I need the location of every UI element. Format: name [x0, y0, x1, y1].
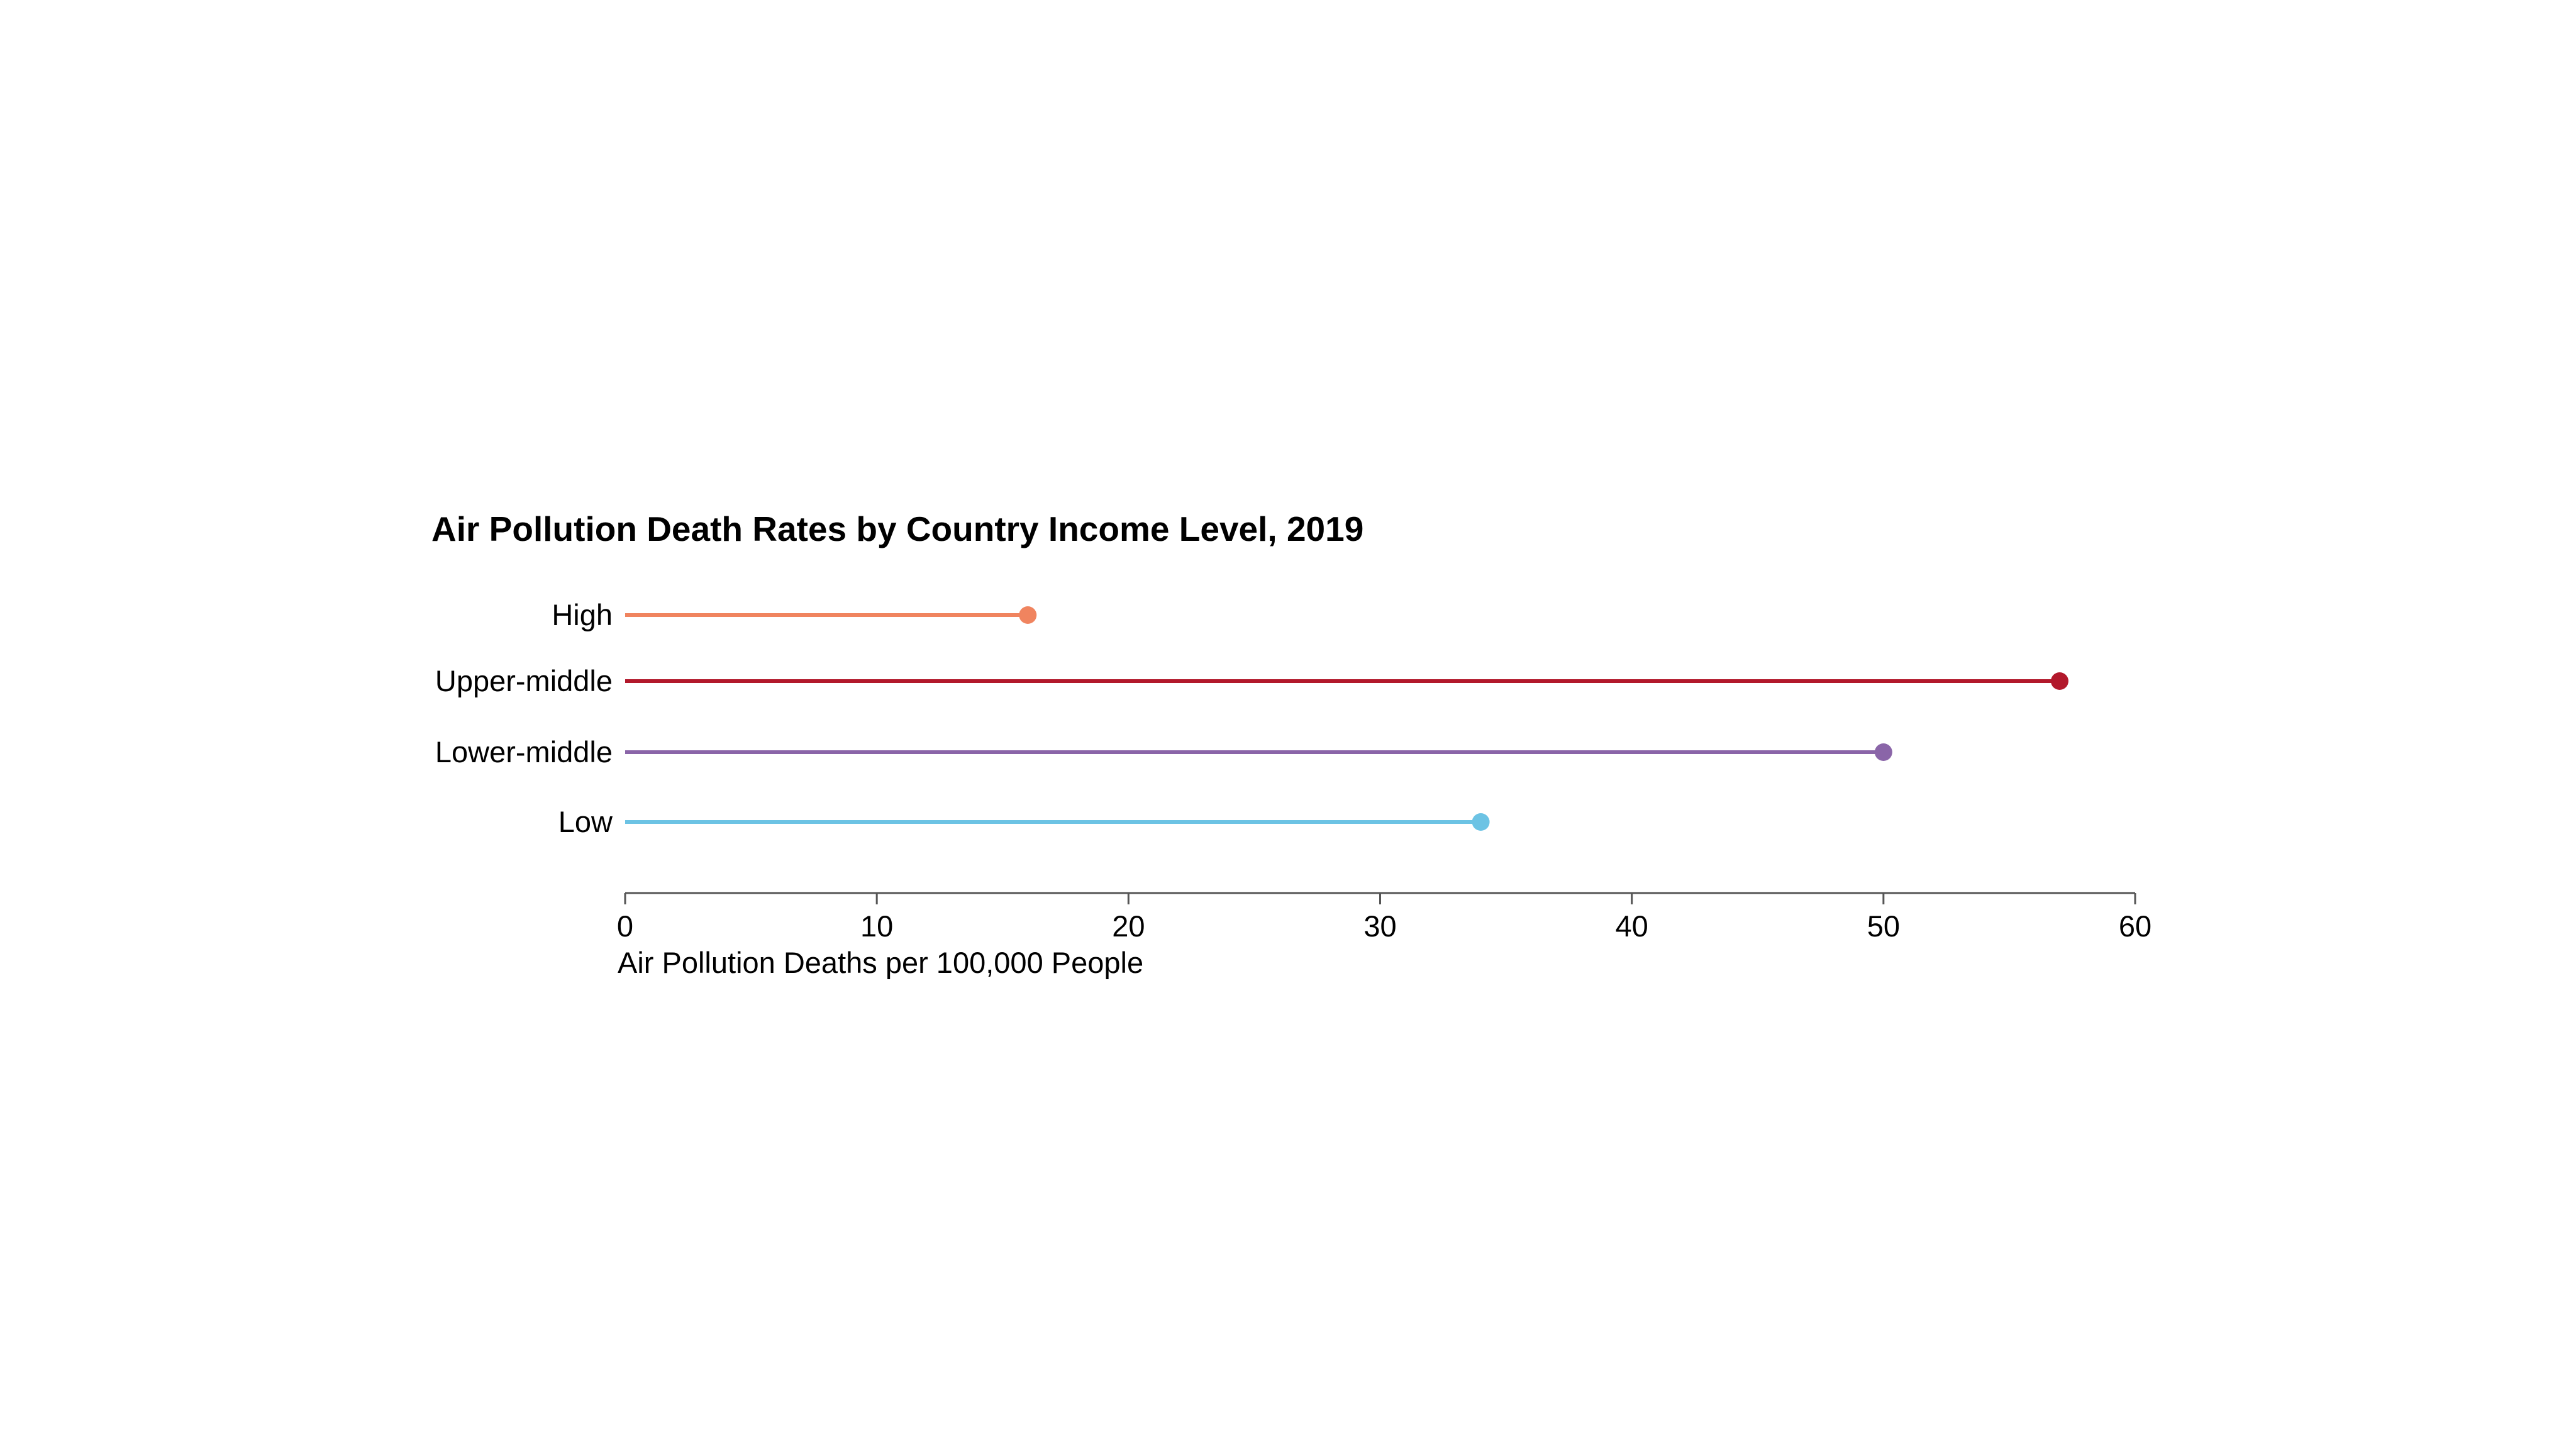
x-tick-label-50: 50 — [1867, 909, 1900, 943]
x-tick-label-30: 30 — [1363, 909, 1396, 943]
x-tick-label-60: 60 — [2119, 909, 2151, 943]
category-label-high: High — [552, 598, 613, 631]
lollipop-stems — [625, 613, 2060, 824]
x-axis-ticks: 0 10 20 30 40 50 60 — [617, 893, 2151, 943]
category-labels: High Upper-middle Lower-middle Low — [435, 598, 613, 838]
x-tick-label-20: 20 — [1112, 909, 1145, 943]
lollipop-dots — [1019, 606, 2068, 831]
dot-upper-middle — [2050, 672, 2068, 690]
chart-title: Air Pollution Death Rates by Country Inc… — [431, 509, 1363, 548]
category-label-upper-middle: Upper-middle — [435, 664, 613, 697]
x-axis: 0 10 20 30 40 50 60 — [617, 892, 2151, 943]
x-tick-label-40: 40 — [1616, 909, 1648, 943]
x-axis-title: Air Pollution Deaths per 100,000 People — [618, 946, 1143, 979]
category-label-lower-middle: Lower-middle — [435, 735, 613, 769]
dot-high — [1019, 606, 1037, 624]
dot-lower-middle — [1874, 743, 1892, 761]
category-label-low: Low — [558, 805, 613, 838]
x-tick-label-10: 10 — [860, 909, 893, 943]
x-tick-label-0: 0 — [617, 909, 633, 943]
dot-low — [1472, 813, 1490, 831]
